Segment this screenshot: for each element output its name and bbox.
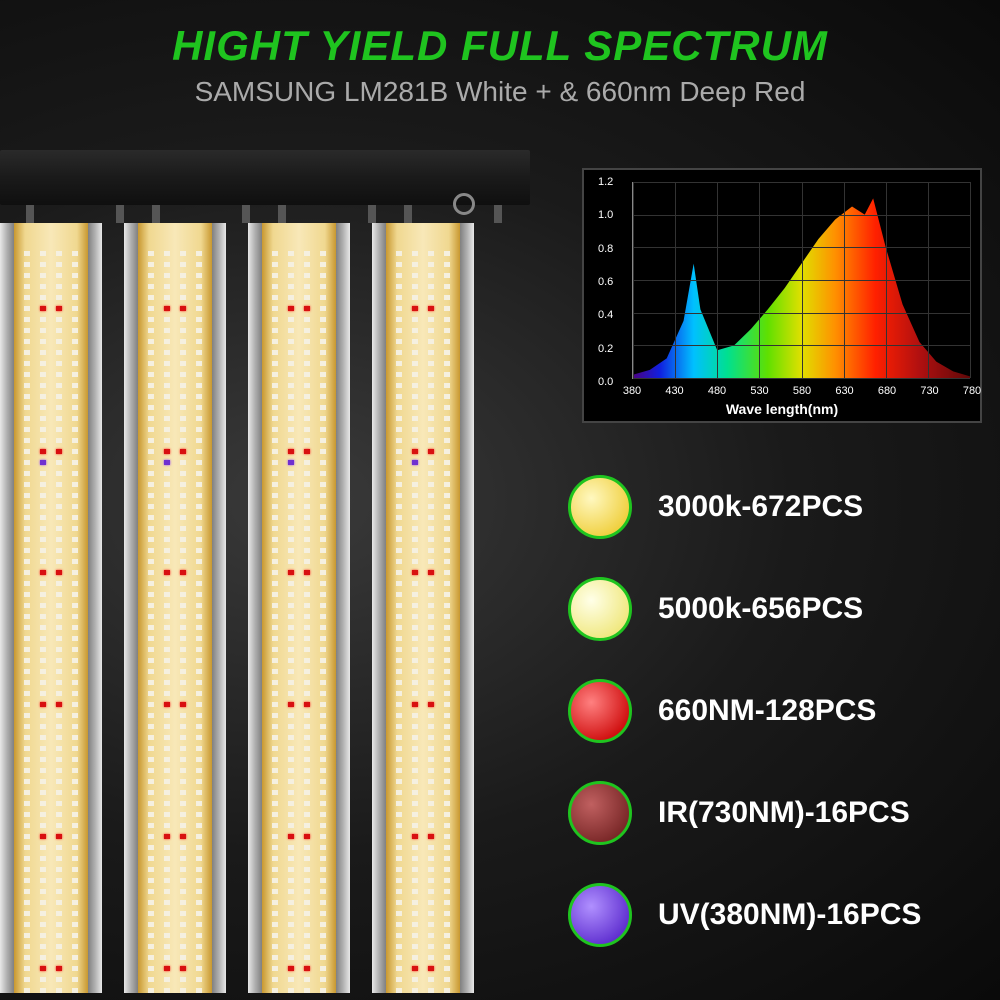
chart-y-tick: 0.0 (598, 376, 613, 388)
legend-swatch-icon (568, 679, 632, 743)
legend-label: UV(380NM)-16PCS (658, 898, 921, 932)
chart-y-tick: 1.2 (598, 176, 613, 188)
hanging-ring-icon (453, 193, 475, 215)
legend-swatch-icon (568, 577, 632, 641)
led-bar (124, 223, 226, 993)
legend-label: 660NM-128PCS (658, 694, 876, 728)
chart-x-tick: 730 (920, 385, 938, 397)
legend-swatch-icon (568, 781, 632, 845)
chart-y-tick: 0.8 (598, 243, 613, 255)
legend-swatch-icon (568, 475, 632, 539)
chart-x-axis-title: Wave length(nm) (726, 401, 838, 417)
chart-x-tick: 780 (963, 385, 981, 397)
chart-y-tick: 0.4 (598, 309, 613, 321)
legend-item: 5000k-656PCS (568, 577, 978, 641)
product-image (0, 150, 530, 990)
legend-label: 5000k-656PCS (658, 592, 863, 626)
chart-y-tick: 1.0 (598, 209, 613, 221)
legend-item: 660NM-128PCS (568, 679, 978, 743)
chart-x-tick: 530 (750, 385, 768, 397)
chart-x-tick: 580 (793, 385, 811, 397)
led-legend: 3000k-672PCS 5000k-656PCS 660NM-128PCS IR(7… (568, 475, 978, 985)
led-bar (248, 223, 350, 993)
led-bar (0, 223, 102, 993)
chart-y-tick: 0.2 (598, 343, 613, 355)
led-bars-group (0, 223, 530, 993)
header: HIGHT YIELD FULL SPECTRUM SAMSUNG LM281B… (0, 0, 1000, 108)
chart-plot-area (632, 182, 970, 379)
product-top-bar (0, 150, 530, 205)
legend-label: IR(730NM)-16PCS (658, 796, 910, 830)
chart-x-tick: 480 (708, 385, 726, 397)
legend-label: 3000k-672PCS (658, 490, 863, 524)
legend-item: IR(730NM)-16PCS (568, 781, 978, 845)
led-bar (372, 223, 474, 993)
spectrum-chart: Wave length(nm) 0.0 0.2 0.4 0.6 0.8 1.0 1.2 380… (582, 168, 982, 423)
chart-x-tick: 630 (835, 385, 853, 397)
subtitle: SAMSUNG LM281B White + & 660nm Deep Red (0, 76, 1000, 108)
chart-x-tick: 430 (665, 385, 683, 397)
chart-x-tick: 380 (623, 385, 641, 397)
legend-swatch-icon (568, 883, 632, 947)
main-title: HIGHT YIELD FULL SPECTRUM (0, 22, 1000, 70)
chart-x-tick: 680 (878, 385, 896, 397)
legend-item: 3000k-672PCS (568, 475, 978, 539)
legend-item: UV(380NM)-16PCS (568, 883, 978, 947)
chart-y-tick: 0.6 (598, 276, 613, 288)
